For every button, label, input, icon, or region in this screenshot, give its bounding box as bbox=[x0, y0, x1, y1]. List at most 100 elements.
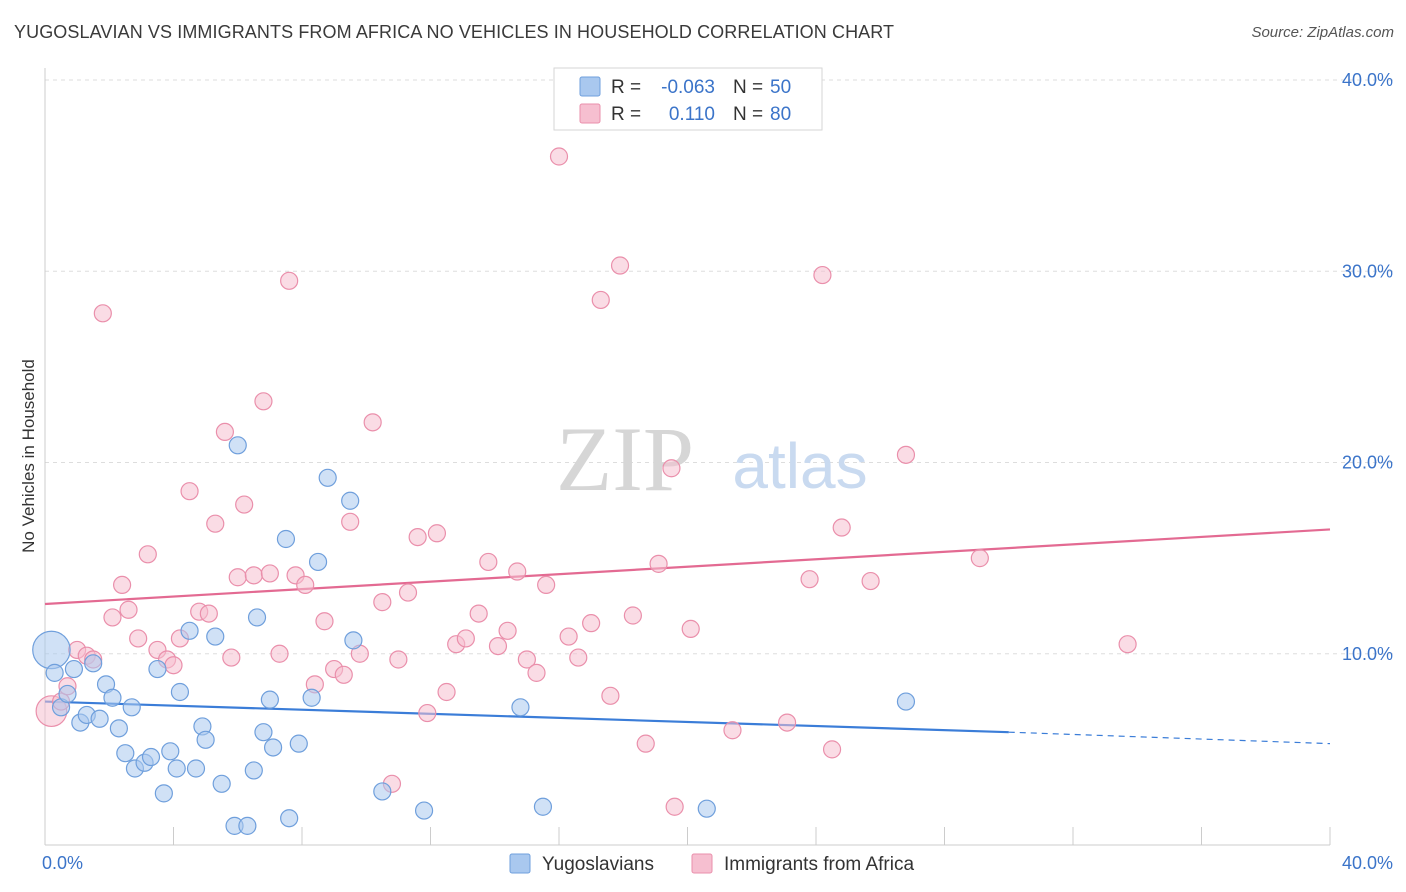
point-africa bbox=[235, 495, 254, 514]
point-africa bbox=[488, 636, 508, 656]
y-tick-label: 30.0% bbox=[1342, 261, 1393, 281]
point-africa bbox=[559, 627, 578, 646]
point-yugoslavian bbox=[896, 692, 916, 711]
data-points bbox=[32, 147, 1137, 835]
y-axis-label: No Vehicles in Household bbox=[19, 359, 38, 553]
point-yugoslavian bbox=[58, 684, 77, 704]
trend-line-solid bbox=[44, 528, 1331, 606]
point-yugoslavian bbox=[244, 761, 263, 780]
point-africa bbox=[896, 445, 916, 464]
point-africa bbox=[498, 621, 517, 640]
point-africa bbox=[206, 514, 225, 533]
point-yugoslavian bbox=[161, 742, 180, 761]
point-africa bbox=[180, 482, 199, 501]
trend-line-dashed bbox=[1008, 731, 1331, 745]
point-africa bbox=[681, 619, 700, 638]
point-africa bbox=[244, 566, 263, 585]
watermark-zip: ZIP bbox=[556, 408, 694, 510]
point-yugoslavian bbox=[228, 436, 247, 455]
point-yugoslavian bbox=[148, 659, 167, 679]
point-africa bbox=[418, 703, 437, 723]
point-yugoslavian bbox=[141, 747, 161, 767]
point-africa bbox=[822, 740, 842, 759]
point-yugoslavian bbox=[302, 688, 321, 707]
point-africa bbox=[636, 734, 655, 753]
point-yugoslavian bbox=[84, 654, 103, 673]
point-africa bbox=[296, 575, 315, 595]
point-africa bbox=[138, 545, 157, 564]
point-yugoslavian bbox=[45, 663, 64, 682]
legend-series-name: Immigrants from Africa bbox=[724, 854, 914, 875]
legend-swatch-africa bbox=[579, 103, 601, 124]
point-africa bbox=[260, 564, 279, 583]
point-yugoslavian bbox=[32, 630, 71, 670]
x-tick-label: 0.0% bbox=[42, 853, 83, 873]
point-africa bbox=[777, 713, 797, 732]
grid-lines bbox=[45, 79, 1395, 655]
point-yugoslavian bbox=[154, 784, 173, 803]
point-yugoslavian bbox=[170, 682, 190, 702]
point-africa bbox=[610, 256, 630, 275]
point-africa bbox=[315, 612, 334, 631]
legend-n-value: 80 bbox=[770, 104, 791, 125]
legend-r-value: -0.063 bbox=[661, 77, 715, 98]
point-yugoslavian bbox=[167, 759, 186, 778]
point-africa bbox=[363, 413, 382, 432]
point-yugoslavian bbox=[186, 759, 206, 778]
point-yugoslavian bbox=[247, 608, 267, 627]
point-africa bbox=[456, 629, 475, 648]
legend-swatch-yugoslavians bbox=[579, 76, 601, 97]
point-africa bbox=[199, 604, 218, 623]
point-africa bbox=[813, 265, 832, 285]
point-yugoslavian bbox=[212, 774, 231, 793]
legend-r-label: R = bbox=[611, 77, 641, 98]
point-africa bbox=[582, 614, 601, 633]
point-yugoslavian bbox=[180, 621, 199, 640]
point-yugoslavian bbox=[116, 744, 135, 763]
point-africa bbox=[228, 568, 247, 587]
legend-r-value: 0.110 bbox=[669, 104, 715, 125]
point-yugoslavian bbox=[344, 631, 363, 650]
point-africa bbox=[549, 147, 569, 166]
point-africa bbox=[254, 392, 273, 411]
point-africa bbox=[270, 644, 289, 663]
point-yugoslavian bbox=[533, 797, 553, 816]
point-yugoslavian bbox=[308, 552, 328, 572]
point-africa bbox=[832, 518, 851, 537]
point-africa bbox=[723, 721, 742, 740]
legend-n-value: 50 bbox=[770, 77, 791, 98]
point-africa bbox=[527, 663, 546, 682]
point-africa bbox=[389, 650, 408, 669]
point-yugoslavian bbox=[289, 734, 308, 753]
point-africa bbox=[119, 600, 138, 619]
point-africa bbox=[280, 271, 299, 290]
point-yugoslavian bbox=[238, 816, 257, 835]
legend-swatch-yugoslavians bbox=[509, 853, 531, 874]
watermark-atlas: atlas bbox=[732, 430, 867, 502]
watermark: ZIP atlas bbox=[556, 408, 868, 510]
trend-lines bbox=[44, 528, 1331, 745]
x-tick-label: 40.0% bbox=[1342, 853, 1393, 873]
point-africa bbox=[341, 512, 360, 531]
point-yugoslavian bbox=[511, 698, 530, 717]
point-africa bbox=[508, 562, 527, 581]
legend-n-label: N = bbox=[733, 77, 763, 98]
point-africa bbox=[334, 665, 353, 684]
point-yugoslavian bbox=[260, 690, 279, 709]
point-yugoslavian bbox=[90, 709, 109, 728]
point-africa bbox=[112, 575, 132, 595]
y-tick-label: 20.0% bbox=[1342, 453, 1393, 473]
point-yugoslavian bbox=[280, 809, 299, 828]
point-africa bbox=[129, 629, 148, 648]
point-yugoslavian bbox=[64, 659, 84, 679]
point-africa bbox=[970, 549, 989, 568]
point-africa bbox=[408, 527, 427, 547]
legend-r-label: R = bbox=[611, 104, 641, 125]
chart-title: YUGOSLAVIAN VS IMMIGRANTS FROM AFRICA NO… bbox=[14, 22, 895, 42]
point-africa bbox=[665, 797, 684, 816]
point-africa bbox=[517, 650, 536, 669]
point-africa bbox=[591, 290, 610, 310]
point-yugoslavian bbox=[697, 799, 716, 818]
point-africa bbox=[373, 593, 392, 612]
